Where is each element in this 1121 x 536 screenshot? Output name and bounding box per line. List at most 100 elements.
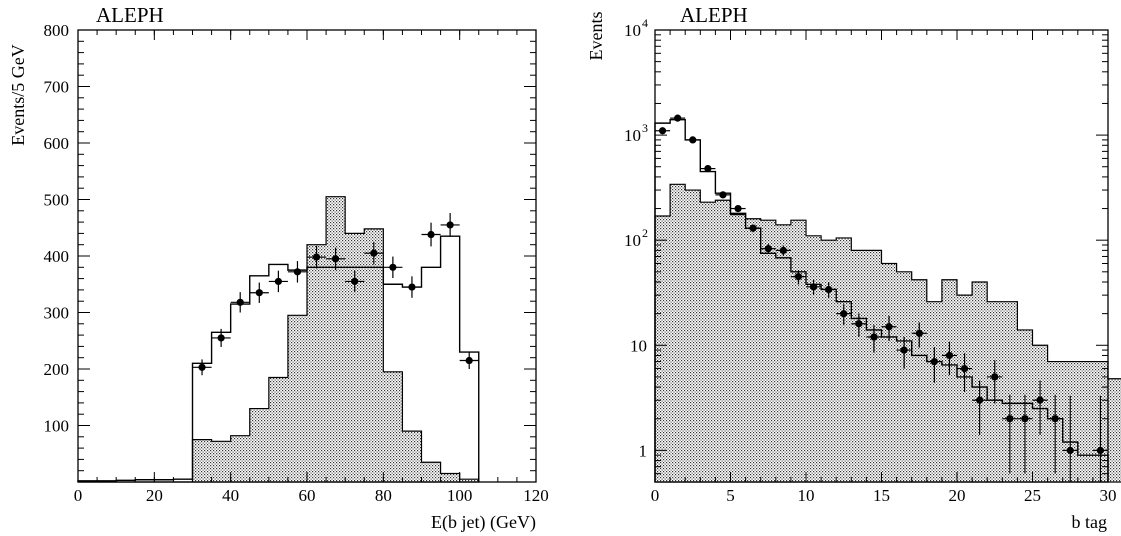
data-marker bbox=[930, 357, 938, 366]
x-tick-label: 0 bbox=[651, 486, 660, 505]
data-marker bbox=[900, 346, 908, 354]
y-tick-label: 10 bbox=[630, 336, 647, 355]
data-marker bbox=[1066, 446, 1074, 454]
x-tick-label: 0 bbox=[74, 486, 83, 505]
energy-histogram-panel: ALEPH Events/5 GeV E(b jet) (GeV) 0 20 40 6… bbox=[8, 3, 549, 533]
data-point bbox=[730, 204, 746, 213]
y-tick-label: 200 bbox=[44, 360, 70, 379]
experiment-label: ALEPH bbox=[680, 3, 748, 27]
data-point bbox=[383, 256, 403, 279]
data-point bbox=[685, 136, 701, 144]
data-point bbox=[1047, 394, 1063, 474]
data-point bbox=[987, 360, 1003, 404]
x-axis-label: b tag bbox=[1072, 512, 1108, 532]
open-histogram-line bbox=[77, 235, 480, 482]
y-tick-label: 800 bbox=[44, 21, 70, 40]
data-marker bbox=[370, 249, 378, 257]
x-tick-label: 10 bbox=[798, 486, 815, 505]
x-tick-label: 25 bbox=[1024, 486, 1041, 505]
data-point bbox=[775, 245, 791, 256]
data-point bbox=[268, 270, 288, 293]
data-point bbox=[1017, 394, 1033, 474]
y-tick-exponent: 4 bbox=[642, 16, 648, 30]
x-tick-label: 100 bbox=[447, 486, 473, 505]
data-point bbox=[836, 304, 852, 326]
data-point bbox=[911, 322, 927, 348]
data-marker bbox=[389, 263, 397, 271]
data-points bbox=[192, 213, 479, 376]
data-marker bbox=[991, 373, 999, 381]
data-marker bbox=[674, 114, 682, 122]
data-point bbox=[821, 282, 837, 299]
data-marker bbox=[749, 224, 757, 232]
data-marker bbox=[689, 136, 697, 144]
experiment-label: ALEPH bbox=[96, 3, 164, 27]
y-tick-label: 500 bbox=[44, 191, 70, 210]
data-point bbox=[790, 270, 806, 285]
data-marker bbox=[719, 191, 727, 199]
x-tick-label: 15 bbox=[873, 486, 890, 505]
data-marker bbox=[734, 204, 742, 213]
data-marker bbox=[976, 396, 984, 404]
data-point bbox=[866, 325, 882, 353]
x-tick-label: 40 bbox=[222, 486, 239, 505]
data-point bbox=[402, 276, 422, 298]
data-marker bbox=[885, 323, 893, 331]
data-marker bbox=[408, 283, 416, 291]
y-tick-label: 400 bbox=[44, 247, 70, 266]
x-tick-label: 30 bbox=[1100, 486, 1117, 505]
y-tick-label: 600 bbox=[44, 134, 70, 153]
data-marker bbox=[1036, 396, 1044, 404]
shaded-histogram bbox=[654, 183, 1121, 483]
data-marker bbox=[658, 127, 667, 135]
data-marker bbox=[217, 334, 225, 342]
data-marker bbox=[945, 351, 954, 360]
data-point bbox=[700, 164, 716, 173]
y-tick-exponent: 3 bbox=[642, 121, 648, 135]
data-point bbox=[211, 328, 231, 347]
data-point bbox=[760, 243, 776, 254]
y-axis-label: Events/5 GeV bbox=[8, 44, 28, 145]
data-point bbox=[926, 347, 942, 383]
axes: 0 20 40 60 80 100 120 100 200 300 400 500 600 700 800 bbox=[44, 21, 549, 505]
data-point bbox=[345, 270, 365, 293]
data-marker bbox=[704, 164, 712, 173]
data-point bbox=[670, 114, 686, 122]
data-points bbox=[655, 114, 1108, 482]
data-marker bbox=[236, 298, 244, 306]
data-marker bbox=[312, 253, 321, 261]
x-tick-label: 60 bbox=[299, 486, 316, 505]
data-point bbox=[307, 245, 327, 269]
data-marker bbox=[1021, 415, 1029, 423]
data-marker bbox=[255, 289, 263, 297]
data-point bbox=[459, 352, 479, 369]
data-marker bbox=[809, 283, 818, 291]
data-point bbox=[440, 213, 460, 237]
data-point bbox=[806, 279, 822, 296]
data-marker bbox=[855, 320, 863, 328]
y-axis-label: Events bbox=[586, 12, 606, 61]
open-histogram bbox=[77, 235, 480, 482]
data-point bbox=[230, 292, 250, 313]
data-marker bbox=[332, 255, 340, 263]
y-tick-label: 300 bbox=[44, 304, 70, 323]
x-tick-label: 120 bbox=[523, 486, 549, 505]
data-point bbox=[1062, 395, 1078, 482]
data-point bbox=[745, 224, 761, 233]
data-point bbox=[851, 313, 867, 337]
data-point bbox=[972, 380, 988, 436]
data-marker bbox=[779, 246, 787, 254]
data-marker bbox=[870, 333, 878, 341]
data-point bbox=[421, 222, 441, 247]
y-tick-exponent: 2 bbox=[642, 226, 648, 240]
data-point bbox=[192, 359, 212, 376]
y-tick-label: 1 bbox=[639, 441, 648, 460]
x-tick-label: 20 bbox=[949, 486, 966, 505]
x-tick-label: 20 bbox=[146, 486, 163, 505]
data-marker bbox=[351, 277, 359, 286]
data-marker bbox=[764, 245, 772, 253]
data-marker bbox=[840, 310, 848, 318]
data-point bbox=[364, 241, 384, 265]
